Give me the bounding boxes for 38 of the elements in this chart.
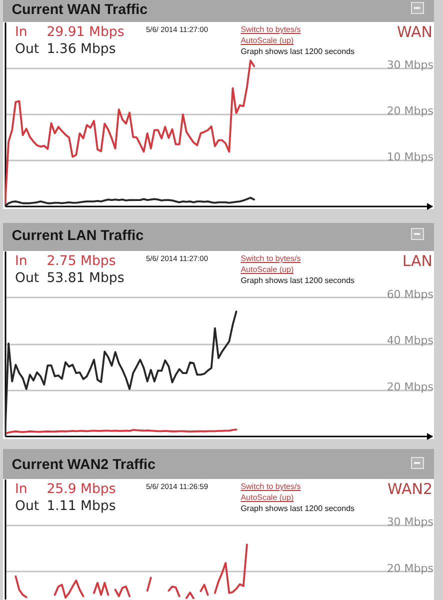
y-tick-label: 10 Mbps [386, 150, 434, 164]
line-series [4, 310, 237, 436]
annotation: Graph shows last 1200 seconds [240, 47, 355, 56]
y-tick-label: 60 Mbps [386, 288, 434, 301]
annotation: AutoScale (up) [240, 493, 294, 502]
legend-label: Out [15, 498, 40, 514]
annotation: Graph shows last 1200 seconds [240, 504, 355, 514]
annotation: 1.36 Mbps [46, 42, 116, 57]
annotation: WAN2 [387, 480, 432, 498]
annotation: WAN [397, 23, 432, 42]
chart-title: Current WAN2 Traffic [12, 457, 156, 474]
text: In [15, 482, 28, 498]
annotation: 1.11 Mbps [46, 498, 116, 514]
y-tick-label: 30 Mbps [386, 516, 434, 529]
annotation: AutoScale (up) [240, 36, 294, 46]
text: Out [15, 270, 40, 286]
chart-title: Current LAN Traffic [12, 228, 144, 244]
annotation: 25.9 Mbps [46, 482, 116, 498]
annotation: Switch to bytes/s [240, 24, 301, 34]
line-series [4, 196, 255, 206]
annotation: Graph shows last 1200 seconds [240, 276, 355, 286]
y-tick-label: 30 Mbps [386, 58, 434, 72]
annotation: AutoScale (up) [240, 265, 294, 274]
y-tick-label: 20 Mbps [386, 104, 434, 118]
annotation: LAN [402, 252, 432, 270]
y-tick-label: 20 Mbps [386, 562, 434, 575]
y-tick-label: 40 Mbps [386, 334, 434, 347]
y-tick-label: 20 Mbps [386, 380, 434, 394]
annotation: 2.75 Mbps [46, 254, 116, 270]
annotation: 29.91 Mbps [46, 25, 124, 40]
annotation: Switch to bytes/s [240, 482, 301, 491]
text: In [15, 25, 28, 40]
annotation: 53.81 Mbps [46, 270, 124, 286]
chart-title: Current WAN Traffic [12, 2, 148, 18]
text: Out [15, 42, 40, 57]
annotation: Switch to bytes/s [240, 254, 301, 263]
line-series [4, 60, 255, 206]
text: In [15, 254, 28, 270]
